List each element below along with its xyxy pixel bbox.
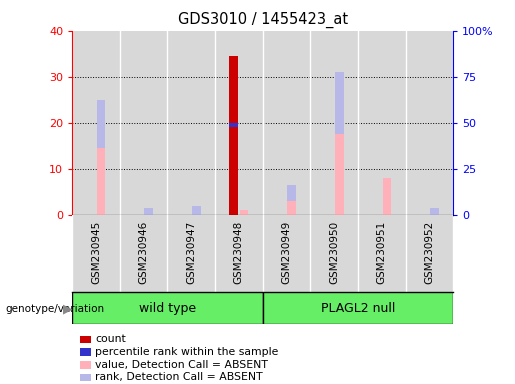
Text: ▶: ▶ — [63, 302, 73, 315]
Text: GSM230950: GSM230950 — [329, 221, 339, 284]
Bar — [287, 201, 296, 215]
Bar — [263, 292, 453, 324]
Text: rank, Detection Call = ABSENT: rank, Detection Call = ABSENT — [95, 372, 263, 382]
Bar — [192, 206, 201, 215]
Text: GSM230949: GSM230949 — [282, 221, 291, 285]
Bar — [335, 72, 344, 134]
Text: genotype/variation: genotype/variation — [5, 304, 104, 314]
Text: GSM230951: GSM230951 — [377, 221, 387, 285]
Title: GDS3010 / 1455423_at: GDS3010 / 1455423_at — [178, 12, 348, 28]
Bar — [229, 123, 238, 127]
Text: PLAGL2 null: PLAGL2 null — [321, 302, 395, 314]
Bar — [97, 148, 106, 215]
Bar — [287, 185, 296, 201]
Bar — [383, 178, 391, 215]
Bar — [229, 56, 238, 215]
Text: GSM230946: GSM230946 — [139, 221, 148, 285]
Bar — [72, 292, 263, 324]
Bar — [239, 210, 248, 215]
Text: value, Detection Call = ABSENT: value, Detection Call = ABSENT — [95, 360, 268, 370]
Bar — [97, 100, 106, 148]
Bar — [335, 134, 344, 215]
Text: GSM230947: GSM230947 — [186, 221, 196, 285]
Bar — [144, 208, 153, 215]
Text: wild type: wild type — [139, 302, 196, 314]
Text: count: count — [95, 334, 126, 344]
Text: percentile rank within the sample: percentile rank within the sample — [95, 347, 279, 357]
Bar — [430, 208, 439, 215]
Text: GSM230945: GSM230945 — [91, 221, 101, 285]
Text: GSM230952: GSM230952 — [424, 221, 434, 285]
Text: GSM230948: GSM230948 — [234, 221, 244, 285]
